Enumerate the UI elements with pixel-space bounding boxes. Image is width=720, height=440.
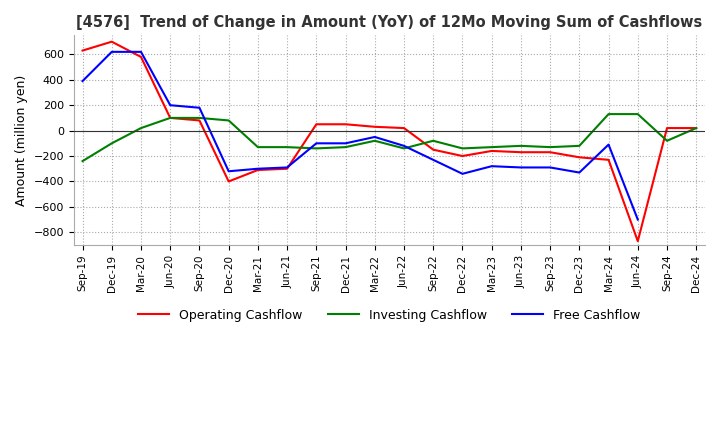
Investing Cashflow — [195, 115, 204, 121]
Investing Cashflow — [692, 125, 701, 131]
Free Cashflow — [458, 171, 467, 176]
Y-axis label: Amount (million yen): Amount (million yen) — [15, 74, 28, 206]
Free Cashflow — [107, 49, 116, 55]
Free Cashflow — [371, 134, 379, 139]
Operating Cashflow — [604, 157, 613, 162]
Operating Cashflow — [195, 118, 204, 123]
Legend: Operating Cashflow, Investing Cashflow, Free Cashflow: Operating Cashflow, Investing Cashflow, … — [133, 304, 646, 327]
Operating Cashflow — [253, 167, 262, 172]
Free Cashflow — [166, 103, 174, 108]
Free Cashflow — [253, 166, 262, 171]
Free Cashflow — [283, 165, 292, 170]
Operating Cashflow — [487, 148, 496, 154]
Investing Cashflow — [371, 138, 379, 143]
Operating Cashflow — [458, 154, 467, 159]
Investing Cashflow — [400, 146, 408, 151]
Operating Cashflow — [692, 125, 701, 131]
Investing Cashflow — [225, 118, 233, 123]
Free Cashflow — [546, 165, 554, 170]
Free Cashflow — [137, 49, 145, 55]
Free Cashflow — [78, 78, 87, 84]
Free Cashflow — [312, 141, 320, 146]
Investing Cashflow — [312, 146, 320, 151]
Free Cashflow — [487, 164, 496, 169]
Operating Cashflow — [341, 121, 350, 127]
Free Cashflow — [575, 170, 584, 175]
Line: Investing Cashflow: Investing Cashflow — [83, 114, 696, 161]
Investing Cashflow — [137, 125, 145, 131]
Free Cashflow — [195, 105, 204, 110]
Investing Cashflow — [546, 144, 554, 150]
Investing Cashflow — [78, 158, 87, 164]
Free Cashflow — [341, 141, 350, 146]
Free Cashflow — [225, 169, 233, 174]
Free Cashflow — [516, 165, 525, 170]
Operating Cashflow — [107, 39, 116, 44]
Line: Operating Cashflow: Operating Cashflow — [83, 42, 696, 241]
Investing Cashflow — [166, 115, 174, 121]
Investing Cashflow — [634, 111, 642, 117]
Free Cashflow — [400, 143, 408, 149]
Operating Cashflow — [546, 150, 554, 155]
Operating Cashflow — [312, 121, 320, 127]
Operating Cashflow — [371, 124, 379, 129]
Investing Cashflow — [575, 143, 584, 149]
Investing Cashflow — [107, 141, 116, 146]
Investing Cashflow — [662, 138, 671, 143]
Investing Cashflow — [429, 138, 438, 143]
Operating Cashflow — [283, 166, 292, 171]
Investing Cashflow — [458, 146, 467, 151]
Operating Cashflow — [400, 125, 408, 131]
Operating Cashflow — [634, 238, 642, 244]
Operating Cashflow — [662, 125, 671, 131]
Operating Cashflow — [166, 115, 174, 121]
Operating Cashflow — [225, 179, 233, 184]
Free Cashflow — [634, 217, 642, 222]
Investing Cashflow — [604, 111, 613, 117]
Title: [4576]  Trend of Change in Amount (YoY) of 12Mo Moving Sum of Cashflows: [4576] Trend of Change in Amount (YoY) o… — [76, 15, 703, 30]
Operating Cashflow — [429, 147, 438, 152]
Line: Free Cashflow: Free Cashflow — [83, 52, 638, 220]
Operating Cashflow — [516, 150, 525, 155]
Investing Cashflow — [487, 144, 496, 150]
Investing Cashflow — [341, 144, 350, 150]
Investing Cashflow — [516, 143, 525, 149]
Operating Cashflow — [575, 154, 584, 160]
Free Cashflow — [429, 157, 438, 162]
Operating Cashflow — [137, 54, 145, 59]
Investing Cashflow — [283, 144, 292, 150]
Operating Cashflow — [78, 48, 87, 53]
Investing Cashflow — [253, 144, 262, 150]
Free Cashflow — [604, 142, 613, 147]
